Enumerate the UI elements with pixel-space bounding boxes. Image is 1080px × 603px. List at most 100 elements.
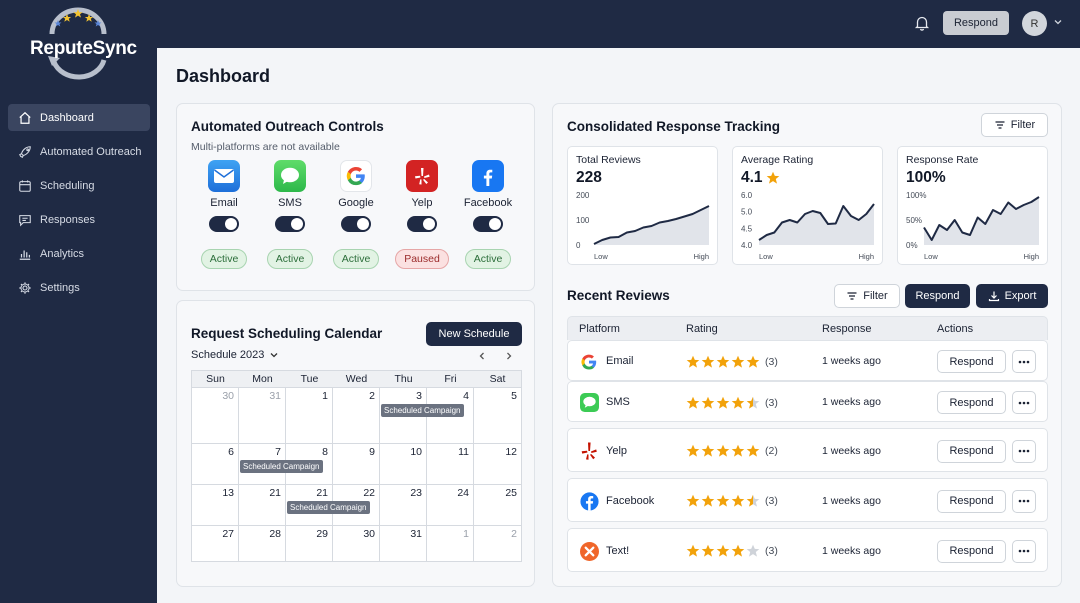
metric-value-text: 228 bbox=[576, 169, 602, 186]
calendar-day-cell[interactable]: 31 bbox=[239, 388, 286, 443]
row-respond-button[interactable]: Respond bbox=[937, 439, 1006, 463]
calendar-day-cell[interactable]: 4 bbox=[427, 388, 474, 443]
sidebar-item-dashboard[interactable]: Dashboard bbox=[8, 104, 150, 131]
bell-icon[interactable] bbox=[913, 14, 931, 32]
calendar-day-cell[interactable]: 6 bbox=[192, 444, 239, 484]
star-rating: (3) bbox=[686, 494, 778, 508]
calendar-day-cell[interactable]: 12 bbox=[474, 444, 521, 484]
row-respond-button[interactable]: Respond bbox=[937, 391, 1006, 414]
calendar-day-cell[interactable]: 7 Scheduled Campaign bbox=[239, 444, 323, 484]
reviews-filter-button[interactable]: Filter bbox=[834, 284, 900, 308]
calendar-day-cell[interactable]: 3 Scheduled Campaign bbox=[380, 388, 464, 443]
calendar-day-cell[interactable]: 30 bbox=[333, 526, 380, 561]
response-time: 1 weeks ago bbox=[822, 444, 881, 457]
reviews-title: Recent Reviews bbox=[567, 288, 670, 303]
scheduled-campaign-event[interactable]: Scheduled Campaign bbox=[240, 460, 323, 473]
star-icon bbox=[701, 494, 716, 508]
sidebar-item-analytics[interactable]: Analytics bbox=[8, 240, 150, 267]
response-time: 1 weeks ago bbox=[822, 494, 881, 507]
table-row: Email (3) 1 weeks ago Respond bbox=[567, 340, 1048, 381]
calendar-day-cell[interactable]: 29 bbox=[286, 526, 333, 561]
more-options-button[interactable] bbox=[1012, 489, 1036, 513]
calendar-icon bbox=[17, 178, 33, 194]
weekday-label: Thu bbox=[394, 373, 413, 385]
day-number: 31 bbox=[410, 528, 422, 540]
sidebar-item-responses[interactable]: Responses bbox=[8, 206, 150, 233]
scheduled-campaign-event[interactable]: Scheduled Campaign bbox=[287, 501, 370, 514]
calendar-day-cell[interactable]: 2 bbox=[474, 526, 521, 561]
channel-toggle[interactable] bbox=[341, 216, 371, 232]
star-icon bbox=[766, 171, 779, 184]
calendar-day-cell[interactable]: 2 bbox=[333, 388, 380, 443]
channel-toggle[interactable] bbox=[275, 216, 305, 232]
channel-toggle[interactable] bbox=[209, 216, 239, 232]
avatar[interactable]: R bbox=[1022, 11, 1047, 36]
y-tick-label: 4.0 bbox=[741, 241, 753, 250]
row-respond-button[interactable]: Respond bbox=[937, 539, 1006, 563]
sidebar-item-settings[interactable]: Settings bbox=[8, 274, 150, 301]
metric-chart: 200 100 0 Low High bbox=[576, 191, 710, 261]
calendar-day-cell[interactable]: 10 bbox=[380, 444, 427, 484]
facebook-icon bbox=[579, 491, 599, 511]
export-button[interactable]: Export bbox=[976, 284, 1048, 308]
metric-value: 100% bbox=[906, 169, 946, 187]
calendar-day-cell[interactable]: 28 bbox=[239, 526, 286, 561]
calendar-day-cell[interactable]: 21 bbox=[239, 485, 286, 525]
top-respond-button[interactable]: Respond bbox=[943, 11, 1009, 35]
star-icon bbox=[701, 544, 716, 558]
new-schedule-button[interactable]: New Schedule bbox=[426, 322, 522, 346]
more-options-button[interactable] bbox=[1012, 439, 1036, 463]
day-number: 25 bbox=[505, 487, 517, 499]
next-month-button[interactable] bbox=[500, 347, 518, 365]
day-number: 24 bbox=[457, 487, 469, 499]
filter-icon bbox=[995, 121, 1005, 129]
y-tick-label: 0% bbox=[906, 241, 918, 250]
more-options-button[interactable] bbox=[1012, 391, 1036, 414]
calendar-day-cell[interactable]: 9 bbox=[333, 444, 380, 484]
sidebar-item-scheduling[interactable]: Scheduling bbox=[8, 172, 150, 199]
calendar-day-cell[interactable]: 8 bbox=[286, 444, 333, 484]
calendar-day-cell[interactable]: 11 bbox=[427, 444, 474, 484]
star-icon bbox=[716, 396, 731, 410]
month-selector[interactable]: Schedule 2023 bbox=[191, 349, 279, 361]
calendar-day-cell[interactable]: 21 Scheduled Campaign bbox=[286, 485, 370, 525]
prev-month-button[interactable] bbox=[473, 347, 491, 365]
more-options-button[interactable] bbox=[1012, 539, 1036, 563]
calendar-day-cell[interactable]: 25 bbox=[474, 485, 521, 525]
calendar-day-cell[interactable]: 27 bbox=[192, 526, 239, 561]
chevron-left-icon bbox=[479, 352, 484, 360]
sms-icon bbox=[579, 393, 599, 413]
calendar-day-cell[interactable]: 31 bbox=[380, 526, 427, 561]
x-axis-label: Low bbox=[759, 252, 773, 261]
row-respond-button[interactable]: Respond bbox=[937, 489, 1006, 513]
calendar-day-cell[interactable]: 5 bbox=[474, 388, 521, 443]
column-header: Actions bbox=[937, 323, 974, 335]
more-options-button[interactable] bbox=[1012, 350, 1036, 373]
calendar-day-cell[interactable]: 23 bbox=[380, 485, 427, 525]
calendar-day-cell[interactable]: 30 bbox=[192, 388, 239, 443]
day-number: 13 bbox=[222, 487, 234, 499]
star-icon bbox=[686, 396, 701, 410]
response-time: 1 weeks ago bbox=[822, 544, 881, 557]
reviews-table-header: Platform Rating Response Actions bbox=[567, 316, 1048, 340]
message-icon bbox=[17, 212, 33, 228]
scheduled-campaign-event[interactable]: Scheduled Campaign bbox=[381, 404, 464, 417]
row-respond-button[interactable]: Respond bbox=[937, 350, 1006, 373]
calendar-day-cell[interactable]: 1 bbox=[427, 526, 474, 561]
platform-name: Facebook bbox=[606, 494, 655, 507]
respond-button[interactable]: Respond bbox=[905, 284, 970, 308]
text-icon bbox=[579, 541, 599, 561]
status-badge: Active bbox=[266, 249, 314, 269]
calendar-day-cell[interactable]: 13 bbox=[192, 485, 239, 525]
review-count: (3) bbox=[765, 495, 778, 507]
calendar-day-cell[interactable]: 22 bbox=[333, 485, 380, 525]
channel-toggle[interactable] bbox=[473, 216, 503, 232]
column-header: Rating bbox=[686, 323, 718, 335]
calendar-day-cell[interactable]: 24 bbox=[427, 485, 474, 525]
calendar-day-cell[interactable]: 1 bbox=[286, 388, 333, 443]
tracking-filter-button[interactable]: Filter bbox=[981, 113, 1048, 137]
sidebar-item-automated-outreach[interactable]: Automated Outreach bbox=[8, 138, 150, 165]
email-icon bbox=[208, 160, 240, 192]
channel-toggle[interactable] bbox=[407, 216, 437, 232]
chevron-down-icon[interactable] bbox=[1052, 16, 1064, 28]
